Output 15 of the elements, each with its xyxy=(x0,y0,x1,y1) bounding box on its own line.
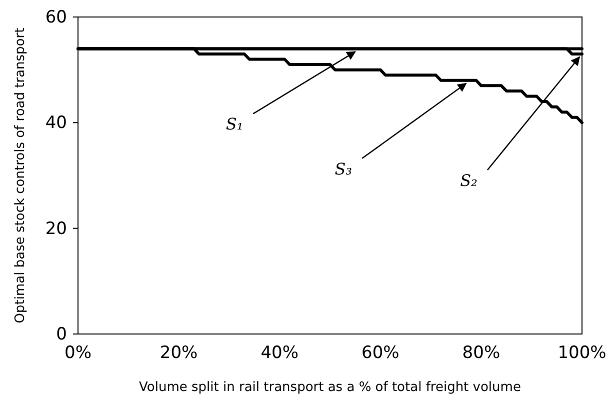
x-tick-label: 40% xyxy=(260,343,298,364)
y-tick-label: 40 xyxy=(45,113,67,134)
y-tick-label: 60 xyxy=(45,7,67,28)
y-tick-label: 0 xyxy=(56,324,67,344)
annotation: S₂ xyxy=(460,170,478,190)
x-tick-label: 0% xyxy=(64,343,92,364)
annotation: S₃ xyxy=(334,159,352,178)
x-tick-label: 100% xyxy=(558,343,606,364)
x-tick-label: 80% xyxy=(462,343,500,364)
annotation: S₁ xyxy=(226,114,244,134)
x-axis-title: Volume split in rail transport as a % of total freight volume xyxy=(139,380,521,395)
y-axis-title: Optimal base stock controls of road transport xyxy=(13,28,28,324)
x-tick-label: 20% xyxy=(160,343,198,364)
y-tick-label: 20 xyxy=(45,218,67,239)
x-tick-label: 60% xyxy=(362,343,400,364)
